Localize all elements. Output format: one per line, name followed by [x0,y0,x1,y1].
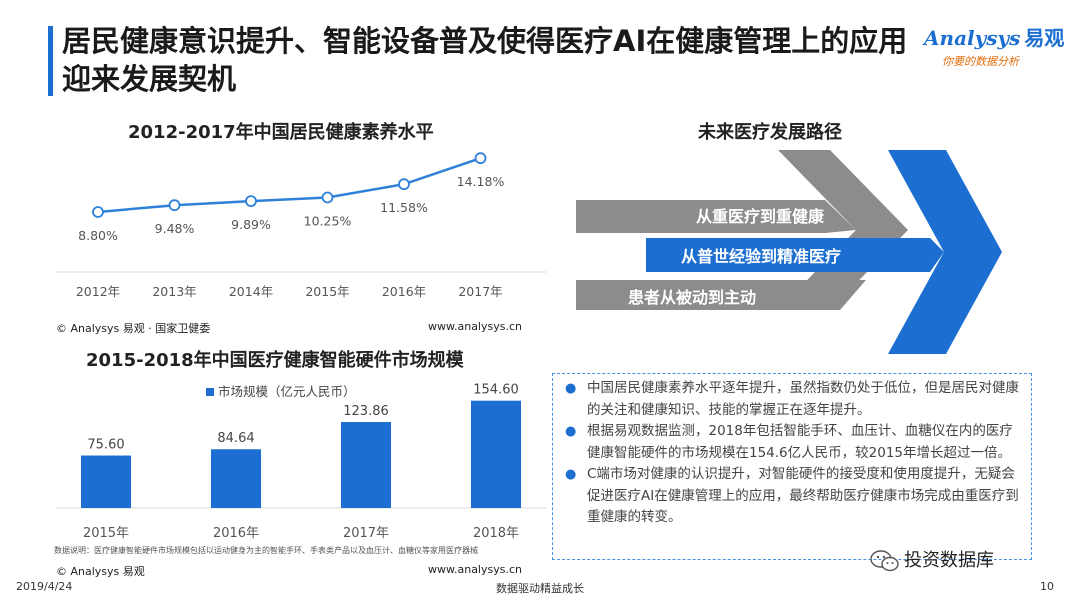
line-x-tick-label: 2017年 [458,284,502,299]
path-arrow-label-2: 从普世经验到精准医疗 [681,247,841,266]
title-accent-bar [48,26,53,96]
path-arrow-label-1: 从重医疗到重健康 [696,207,825,226]
line-point [321,191,334,204]
brand-logo: Analysys 易观 你要的数据分析 [924,22,1064,78]
logo-wordmark: Analysys 易观 [924,22,1064,51]
blue-chevron-large [888,150,1002,354]
line-x-tick-label: 2016年 [382,284,426,299]
line-point [474,152,487,165]
path-title: 未来医疗发展路径 [698,122,842,143]
bar [211,449,261,508]
note-item: ● C端市场对健康的认识提升，对智能硬件的接受度和使用度提升，无疑会促进医疗AI… [563,464,1023,529]
gray-arrow-band-top [576,200,856,233]
bar-x-tick-label: 2017年 [343,526,389,541]
gray-arrow-band-bottom-shape [576,280,866,310]
line-data-label: 8.80% [78,228,118,243]
bar-data-label: 75.60 [87,438,124,453]
health-literacy-line-chart: 8.80% 2012年 9.48% 2013年 9.89% 2014年 10.25% 2015… [56,152,546,299]
note-text: C端市场对健康的认识提升，对智能硬件的接受度和使用度提升，无疑会促进医疗AI在健… [587,466,1019,525]
logo-tagline: 你要的数据分析 [942,55,1019,68]
footer-date: 2019/4/24 [16,580,73,593]
bar [341,422,391,508]
bar-legend-label: 市场规模（亿元人民币） [218,384,356,399]
bar-data-label: 154.60 [473,383,519,398]
line-data-label: 14.18% [457,174,505,189]
bar-x-tick-label: 2018年 [473,526,519,541]
logo-brand-cn: 易观 [1024,26,1065,50]
line-data-label: 10.25% [304,214,352,229]
gray-chevron-large [778,150,908,310]
wechat-account: 投资数据库 [870,546,994,572]
line-data-label: 9.48% [155,221,195,236]
bullet-icon: ● [565,424,577,439]
line-point [398,178,410,191]
bar [81,455,131,508]
wechat-account-name: 投资数据库 [904,550,994,571]
bullet-icon: ● [565,381,577,396]
line-chart-source-url: www.analysys.cn [428,320,522,333]
line-data-label: 11.58% [380,200,428,215]
bar-x-tick-label: 2015年 [83,526,129,541]
bar-chart-source: © Analysys 易观 [56,565,145,578]
line-point [168,199,181,212]
line-x-tick-label: 2014年 [229,284,273,299]
line-data-label: 9.89% [231,217,271,232]
line-x-tick-label: 2012年 [76,284,120,299]
footer-slogan: 数据驱动精益成长 [496,582,584,595]
summary-notes: ● 中国居民健康素养水平逐年提升，虽然指数仍处于低位，但是居民对健康的关注和健康… [552,373,1032,560]
bar [471,400,521,508]
bar-chart-title: 2015-2018年中国医疗健康智能硬件市场规模 [86,350,464,371]
line-x-tick-label: 2013年 [152,284,196,299]
bar-chart-footnote: 数据说明：医疗健康智能硬件市场规模包括以运动健身为主的智能手环、手表类产品以及血… [54,546,478,555]
note-text: 根据易观数据监测，2018年包括智能手环、血压计、血糖仪在内的医疗健康智能硬件的… [587,423,1013,461]
note-item: ● 中国居民健康素养水平逐年提升，虽然指数仍处于低位，但是居民对健康的关注和健康… [563,378,1023,421]
bar-chart-source-url: www.analysys.cn [428,563,522,576]
bar-x-tick-label: 2016年 [213,526,259,541]
wechat-icon [870,550,899,572]
line-chart-title: 2012-2017年中国居民健康素养水平 [128,122,434,143]
blue-arrow-band [646,238,944,272]
line-series [97,157,481,214]
logo-initial: A [924,26,940,50]
hardware-market-bar-chart: 市场规模（亿元人民币） 75.60 2015年 84.64 2016年 123.86 201… [56,383,546,541]
bar-data-label: 84.64 [217,431,254,446]
line-chart-source: © Analysys 易观 · 国家卫健委 [56,322,211,335]
line-x-tick-label: 2015年 [305,284,349,299]
logo-brand: nalysys [939,26,1021,50]
bar-legend-swatch [206,388,214,396]
note-item: ● 根据易观数据监测，2018年包括智能手环、血压计、血糖仪在内的医疗健康智能硬… [563,421,1023,464]
note-text: 中国居民健康素养水平逐年提升，虽然指数仍处于低位，但是居民对健康的关注和健康知识… [587,380,1019,418]
bar-data-label: 123.86 [343,404,389,419]
bullet-icon: ● [565,467,577,482]
line-point [245,195,257,207]
page-title: 居民健康意识提升、智能设备普及使得医疗AI在健康管理上的应用迎来发展契机 [62,24,908,96]
line-point [92,206,104,218]
page-number: 10 [1040,580,1054,593]
path-arrow-label-3: 患者从被动到主动 [628,288,756,307]
development-path-arrows: 从重医疗到重健康 从普世经验到精准医疗 患者从被动到主动 [576,150,1002,354]
